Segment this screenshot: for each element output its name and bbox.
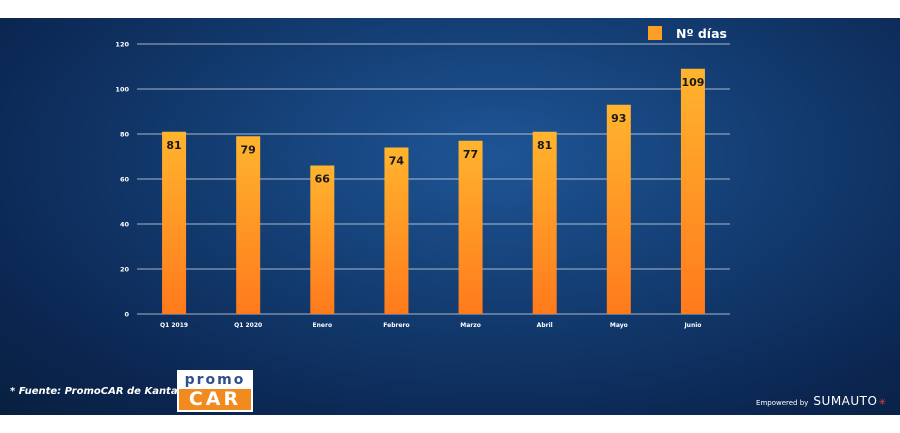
- bar: [532, 131, 557, 314]
- data-label: 81: [537, 139, 552, 152]
- data-label: 109: [681, 76, 704, 89]
- x-axis: Q1 2019 Q1 2020 Enero Febrero Marzo Abril Mayo…: [160, 322, 701, 329]
- bars: 81 79 66 74 77 81 93 109: [162, 68, 705, 314]
- y-axis: 0 20 40 60 80 100 120: [115, 41, 129, 319]
- empowered-by-text: Empowered by: [756, 399, 809, 407]
- y-tick-label: 20: [120, 266, 130, 274]
- y-tick-label: 80: [120, 131, 130, 139]
- legend-swatch: [648, 26, 662, 40]
- x-tick-label: Q1 2019: [160, 322, 188, 329]
- bar: [162, 131, 187, 314]
- x-tick-label: Enero: [313, 322, 333, 329]
- y-tick-label: 40: [120, 221, 130, 229]
- empowered-by-credit: Empowered by SUMAUTO✳: [756, 390, 886, 409]
- data-label: 74: [389, 155, 405, 168]
- bar: [458, 140, 483, 314]
- y-tick-label: 100: [115, 86, 129, 94]
- bar: [310, 165, 335, 314]
- logo-bottom-text: CAR: [179, 389, 251, 410]
- data-label: 66: [315, 173, 331, 186]
- data-label: 77: [463, 148, 478, 161]
- bar-chart: 0 20 40 60 80 100 120 81 79 66 74 77 81 93 109 Q1 201…: [115, 26, 730, 329]
- y-tick-label: 120: [115, 41, 129, 49]
- logo-top-text: promo: [179, 372, 251, 389]
- y-tick-label: 0: [124, 311, 129, 319]
- gridlines: [137, 43, 730, 315]
- data-label: 79: [241, 143, 256, 156]
- bar: [236, 136, 261, 314]
- x-tick-label: Febrero: [383, 322, 409, 329]
- bar: [680, 68, 705, 314]
- data-label: 81: [166, 139, 181, 152]
- x-tick-label: Marzo: [460, 322, 481, 329]
- legend-label: Nº días: [676, 26, 727, 41]
- y-tick-label: 60: [120, 176, 130, 184]
- x-tick-label: Abril: [537, 322, 553, 329]
- sumauto-brand: SUMAUTO: [813, 394, 878, 408]
- source-note: * Fuente: PromoCAR de Kantar.: [10, 386, 185, 397]
- chart-canvas: 0 20 40 60 80 100 120 81 79 66 74 77 81 93 109 Q1 201…: [0, 18, 900, 415]
- legend: Nº días: [648, 26, 727, 41]
- sumauto-star-icon: ✳: [878, 398, 886, 408]
- promocar-logo: promo CAR: [177, 370, 253, 412]
- data-label: 93: [611, 112, 626, 125]
- bar: [384, 147, 409, 314]
- x-tick-label: Junio: [683, 322, 701, 329]
- x-tick-label: Q1 2020: [234, 322, 262, 329]
- bar: [606, 104, 631, 314]
- x-tick-label: Mayo: [610, 322, 628, 329]
